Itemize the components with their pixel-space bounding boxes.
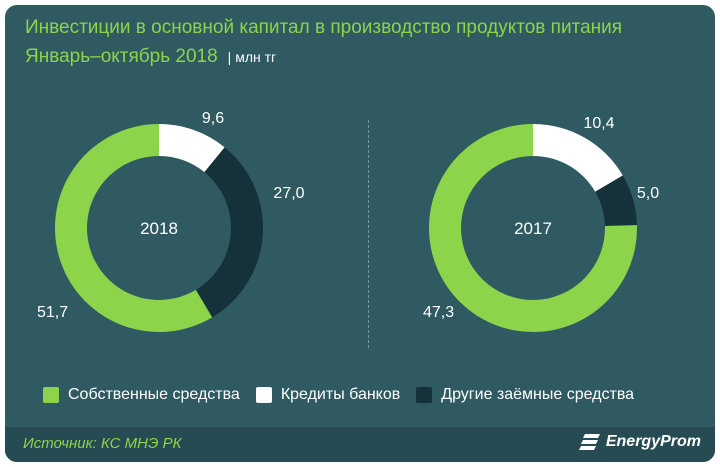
donut-charts: 2018 51,7 9,6 27,0 2017 47,3 10,4 5,0 [37,110,659,332]
legend-swatch-own-funds [43,387,59,403]
legend: Собственные средства Кредиты банков Друг… [43,386,650,404]
unit-label: | млн тг [227,49,277,65]
legend-item-own-funds: Собственные средства [43,386,240,404]
brand-name: EnergyProm [605,433,701,450]
legend-label-own-funds: Собственные средства [68,386,240,403]
chart-divider [368,120,369,348]
legend-swatch-bank-loans [255,387,272,403]
legend-label-other-borrowed: Другие заёмные средства [441,386,635,403]
donut-2018-slice-other-borrowed [195,147,263,318]
donut-2017-slice-other-borrowed [595,175,637,227]
donut-2017-slice-bank-loans [533,124,623,192]
chart-subtitle: Январь–октябрь 2018 | млн тг [25,46,276,68]
energyprom-logo-icon [578,434,600,450]
legend-item-bank-loans: Кредиты банков [255,386,401,404]
donut-2017-value-other-borrowed: 5,0 [637,185,659,202]
donut-2018-value-other-borrowed: 27,0 [273,185,304,202]
donut-2018-slice-bank-loans [159,124,225,173]
donut-2018-slice-own-funds [54,124,213,332]
infographic-card: Инвестиции в основной капитал в производ… [5,5,715,462]
donut-2017-slice-own-funds [429,124,637,332]
donut-2017-value-bank-loans: 10,4 [583,115,614,132]
source-note: Источник: КС МНЭ РК [23,435,182,452]
brand: EnergyProm [578,433,701,451]
donut-center-label: 2018 [140,219,178,238]
period-label: Январь–октябрь 2018 [25,46,218,67]
legend-item-other-borrowed: Другие заёмные средства [416,386,634,404]
chart-title: Инвестиции в основной капитал в производ… [25,17,623,38]
donut-2017-value-own-funds: 47,3 [423,304,454,321]
donut-2018-value-bank-loans: 9,6 [202,110,224,127]
donut-2018-value-own-funds: 51,7 [37,304,68,321]
footer-bar [5,427,715,462]
legend-label-bank-loans: Кредиты банков [280,386,401,403]
legend-swatch-other-borrowed [416,387,433,403]
donut-center-label: 2017 [514,219,552,238]
